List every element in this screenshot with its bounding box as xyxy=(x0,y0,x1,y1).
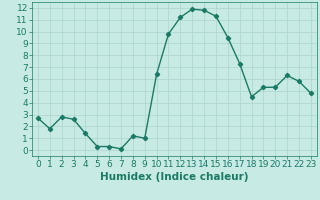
X-axis label: Humidex (Indice chaleur): Humidex (Indice chaleur) xyxy=(100,172,249,182)
